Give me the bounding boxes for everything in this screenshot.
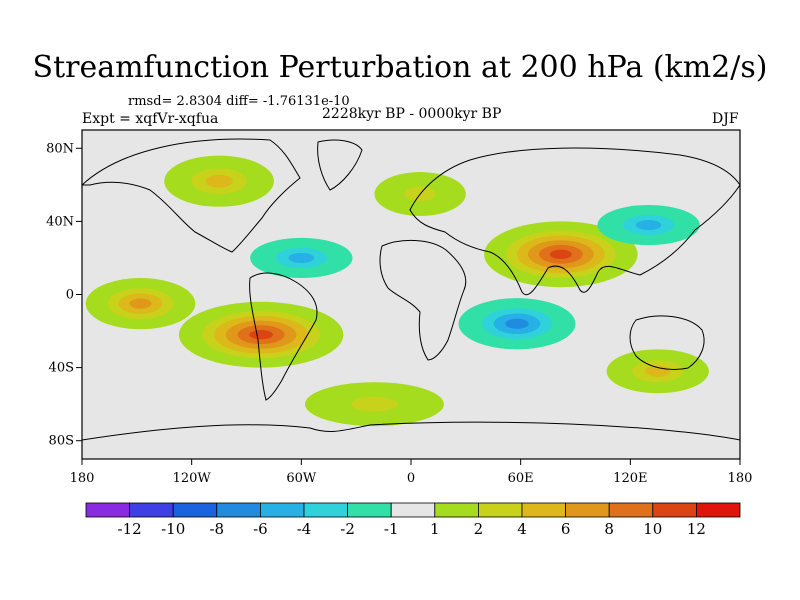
y-tick-label-2: 0 (66, 288, 74, 303)
anomaly-7-level-3 (635, 220, 662, 231)
colorbar-label-10: 6 (561, 520, 571, 538)
x-tick-label-1: 120W (173, 471, 212, 486)
anomaly-0-level-6 (549, 249, 572, 259)
colorbar-label-3: -6 (253, 520, 268, 538)
colorbar-swatch-6 (347, 502, 392, 518)
coastline-greenland (317, 139, 363, 191)
stats-label: rmsd= 2.8304 diff= -1.76131e-10 (128, 94, 350, 109)
colorbar-swatch-14 (696, 502, 741, 518)
anomaly-8-level-2 (351, 396, 398, 412)
x-tick-label-4: 60E (508, 471, 534, 486)
y-tick-label-4: 80S (49, 434, 74, 449)
x-tick-label-2: 60W (286, 471, 317, 486)
coastline-eurasia (409, 147, 740, 296)
colorbar-swatch-7 (390, 502, 436, 518)
colorbar-label-1: -10 (161, 520, 185, 538)
x-tick-label-0: 180 (70, 471, 95, 486)
x-axis: 180 120W 60W 0 60E 120E 180 (70, 459, 753, 486)
colorbar-label-9: 4 (517, 520, 527, 538)
x-tick-label-5: 120E (613, 471, 647, 486)
colorbar-swatch-12 (608, 502, 654, 518)
coastline-south-america (249, 272, 318, 401)
x-tick-label-6: 180 (728, 471, 753, 486)
colorbar-label-11: 8 (604, 520, 614, 538)
colorbar-label-2: -8 (209, 520, 224, 538)
colorbar-swatch-4 (259, 502, 305, 518)
colorbar-label-13: 12 (687, 520, 706, 538)
colorbar-swatch-0 (85, 502, 130, 518)
x-tick-label-3: 0 (407, 471, 415, 486)
chart-title: Streamfunction Perturbation at 200 hPa (… (32, 50, 768, 85)
y-tick-label-0: 80N (46, 141, 74, 156)
colorbar-swatch-2 (172, 502, 218, 518)
colorbar-swatch-11 (565, 502, 610, 518)
colorbar-swatch-3 (216, 502, 261, 518)
colorbar-swatch-10 (521, 502, 566, 518)
colorbar: -12 -10 -8 -6 -4 -2 -1 1 2 4 6 8 10 12 (85, 502, 741, 538)
colorbar-swatch-5 (303, 502, 348, 518)
y-axis: 80N 40N 0 40S 80S (46, 141, 82, 449)
period-label: 2228kyr BP - 0000kyr BP (322, 106, 502, 122)
y-tick-label-1: 40N (46, 214, 74, 229)
anomaly-2-level-4 (129, 298, 152, 309)
colorbar-swatch-8 (434, 502, 479, 518)
coastline-australia (629, 315, 705, 370)
colorbar-swatch-13 (652, 502, 697, 518)
colorbar-label-6: -1 (384, 520, 399, 538)
anomaly-fields (85, 155, 709, 427)
coastline-north-america (82, 138, 301, 253)
colorbar-label-8: 2 (474, 520, 484, 538)
anomaly-3-level-4 (505, 318, 529, 329)
anomaly-1-level-6 (249, 330, 273, 340)
anomaly-4-level-3 (288, 252, 315, 263)
y-tick-label-3: 40S (49, 361, 74, 376)
colorbar-label-5: -2 (340, 520, 355, 538)
season-label: DJF (712, 111, 739, 127)
colorbar-swatch-1 (129, 502, 174, 518)
experiment-label: Expt = xqfVr-xqfua (82, 111, 219, 127)
colorbar-label-4: -4 (297, 520, 312, 538)
colorbar-label-12: 10 (643, 520, 662, 538)
colorbar-label-7: 1 (430, 520, 440, 538)
colorbar-label-0: -12 (118, 520, 142, 538)
colorbar-swatch-9 (477, 502, 523, 518)
coastlines (82, 138, 740, 441)
coastline-africa (379, 239, 467, 361)
coastline-antarctica (82, 421, 740, 441)
anomaly-5-level-3 (205, 174, 233, 188)
map-plot-area (81, 129, 741, 460)
